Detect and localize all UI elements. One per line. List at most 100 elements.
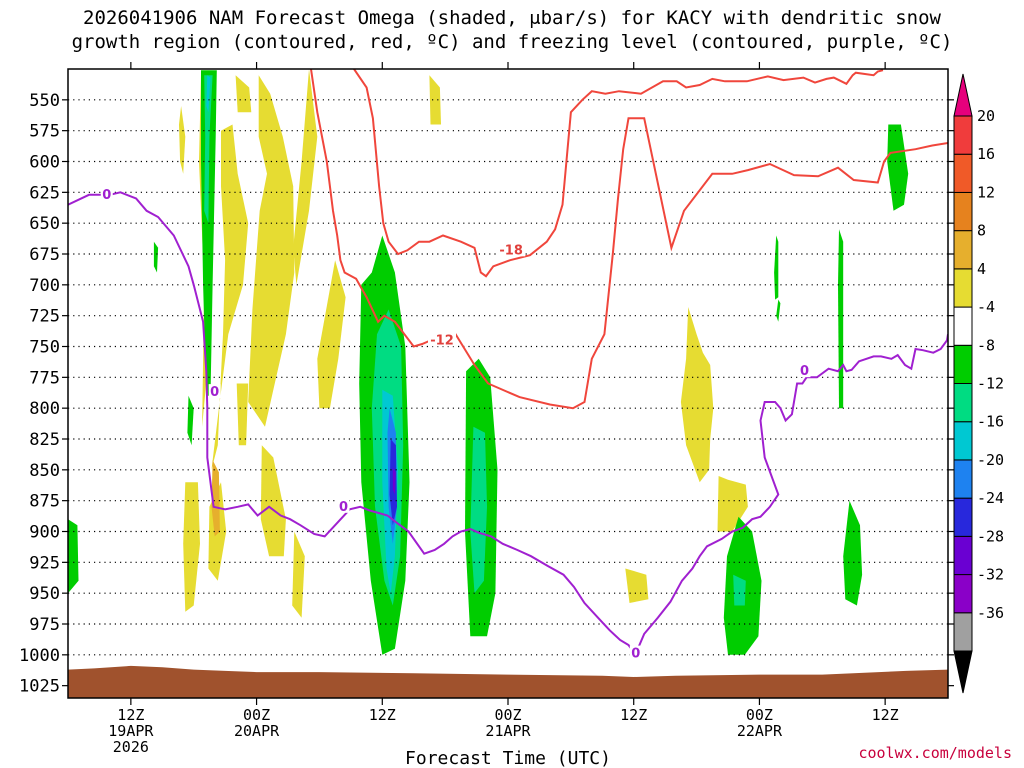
colorbar-segment [953, 306, 973, 346]
y-tick-label: 1000 [19, 646, 60, 666]
dgz-contour-label: -12 [430, 333, 454, 348]
y-tick-label: 750 [29, 338, 60, 358]
colorbar-label: -8 [977, 336, 995, 354]
terrain-fill [68, 665, 948, 698]
colorbar-label: 8 [977, 222, 986, 240]
chart-title-line2: growth region (contoured, red, ºC) and f… [71, 31, 953, 53]
colorbar-label: -36 [977, 604, 1004, 622]
y-tick-label: 725 [29, 307, 60, 327]
colorbar-label: 20 [977, 107, 995, 125]
chart-title: 2026041906 NAM Forecast Omega (shaded, μ… [0, 6, 1024, 54]
omega-region [260, 445, 286, 557]
y-tick-label: 950 [29, 584, 60, 604]
colorbar: 20 16 12 8 4 -4 -8 -12 -16 -20 -24 -28 -32 -36 [953, 73, 1004, 694]
colorbar-segment [953, 153, 973, 193]
omega-region [211, 124, 249, 470]
omega-region [183, 482, 200, 612]
terrain-area [68, 665, 948, 698]
colorbar-segment [953, 574, 973, 614]
freezing-level-label-bg [100, 186, 113, 201]
omega-region [733, 574, 746, 606]
freezing-level-label: 0 [210, 385, 219, 400]
colorbar-label: 12 [977, 183, 995, 201]
omega-shading [68, 69, 909, 655]
colorbar-label: -20 [977, 451, 1004, 469]
omega-region [153, 241, 159, 273]
y-tick-label: 675 [29, 245, 60, 265]
x-tick-date: 20APR [234, 722, 280, 740]
credit-text: coolwx.com/models [858, 744, 1012, 762]
omega-region [248, 75, 295, 427]
y-tick-label: 775 [29, 368, 60, 388]
freezing-level-label: 0 [339, 500, 348, 515]
colorbar-label: -12 [977, 375, 1004, 393]
omega-region [717, 476, 748, 532]
dgz-contour [353, 69, 884, 278]
omega-region [235, 75, 252, 113]
colorbar-label: 4 [977, 260, 986, 278]
colorbar-segment [953, 497, 973, 537]
freezing-level-label-bg [629, 645, 642, 660]
freezing-level-label-bg [798, 363, 811, 378]
freezing-level-label: 0 [102, 188, 111, 203]
freezing-level-label: 0 [800, 364, 809, 379]
omega-region [292, 531, 305, 618]
omega-region [887, 124, 909, 211]
x-tick-label: 00Z [494, 706, 521, 724]
freezing-level-line [68, 191, 948, 656]
freezing-level-label-bg [337, 498, 350, 513]
y-tick-label: 825 [29, 430, 60, 450]
colorbar-label: -4 [977, 298, 995, 316]
omega-region [206, 75, 211, 113]
x-tick-label: 12Z [872, 706, 899, 724]
y-tick-label: 625 [29, 183, 60, 203]
omega-region [680, 307, 714, 483]
colorbar-label: -16 [977, 413, 1004, 431]
colorbar-segment [953, 459, 973, 499]
omega-region [470, 426, 487, 594]
omega-region [187, 395, 194, 446]
freezing-level-contour: 0 0 0 0 0 [68, 186, 948, 662]
x-tick-date: 21APR [485, 722, 531, 740]
colorbar-segment [953, 383, 973, 423]
x-tick-label: 12Z [369, 706, 396, 724]
omega-region [776, 299, 781, 322]
omega-region [211, 460, 220, 537]
y-tick-label: 800 [29, 399, 60, 419]
dgz-contour-label-bg [428, 331, 456, 347]
colorbar-segment [953, 191, 973, 232]
colorbar-label: -24 [977, 489, 1004, 507]
colorbar-segment [953, 612, 973, 652]
colorbar-segment [953, 535, 973, 576]
freezing-level-label: 0 [631, 647, 640, 662]
x-tick-date: 19APR [108, 722, 154, 740]
y-tick-label: 575 [29, 122, 60, 142]
freezing-level-label-bg [208, 384, 221, 399]
y-tick-label: 550 [29, 91, 60, 111]
dgz-contour-label-bg [497, 241, 526, 257]
y-tick-label: 600 [29, 153, 60, 173]
x-tick-label: 12Z [620, 706, 647, 724]
dgz-contour-label: -18 [499, 243, 523, 258]
y-tick-label: 850 [29, 461, 60, 481]
y-tick-label: 875 [29, 492, 60, 512]
omega-region [843, 500, 863, 606]
y-tick-label: 900 [29, 523, 60, 543]
y-tick-label: 1025 [19, 677, 60, 697]
omega-region [625, 568, 649, 603]
omega-region [204, 75, 213, 224]
omega-region [201, 70, 217, 396]
omega-region [179, 106, 186, 174]
x-tick-label: 12Z [117, 706, 144, 724]
x-tick-date: 22APR [737, 722, 783, 740]
omega-region [293, 69, 318, 285]
x-tick-label: 00Z [243, 706, 270, 724]
colorbar-extend-low [953, 650, 973, 694]
dgz-contour [310, 69, 948, 410]
y-tick-label: 925 [29, 553, 60, 573]
colorbar-segment [953, 115, 973, 155]
x-tick-label: 00Z [746, 706, 773, 724]
plot-area: -12 -18 0 0 0 0 0 [68, 69, 948, 698]
